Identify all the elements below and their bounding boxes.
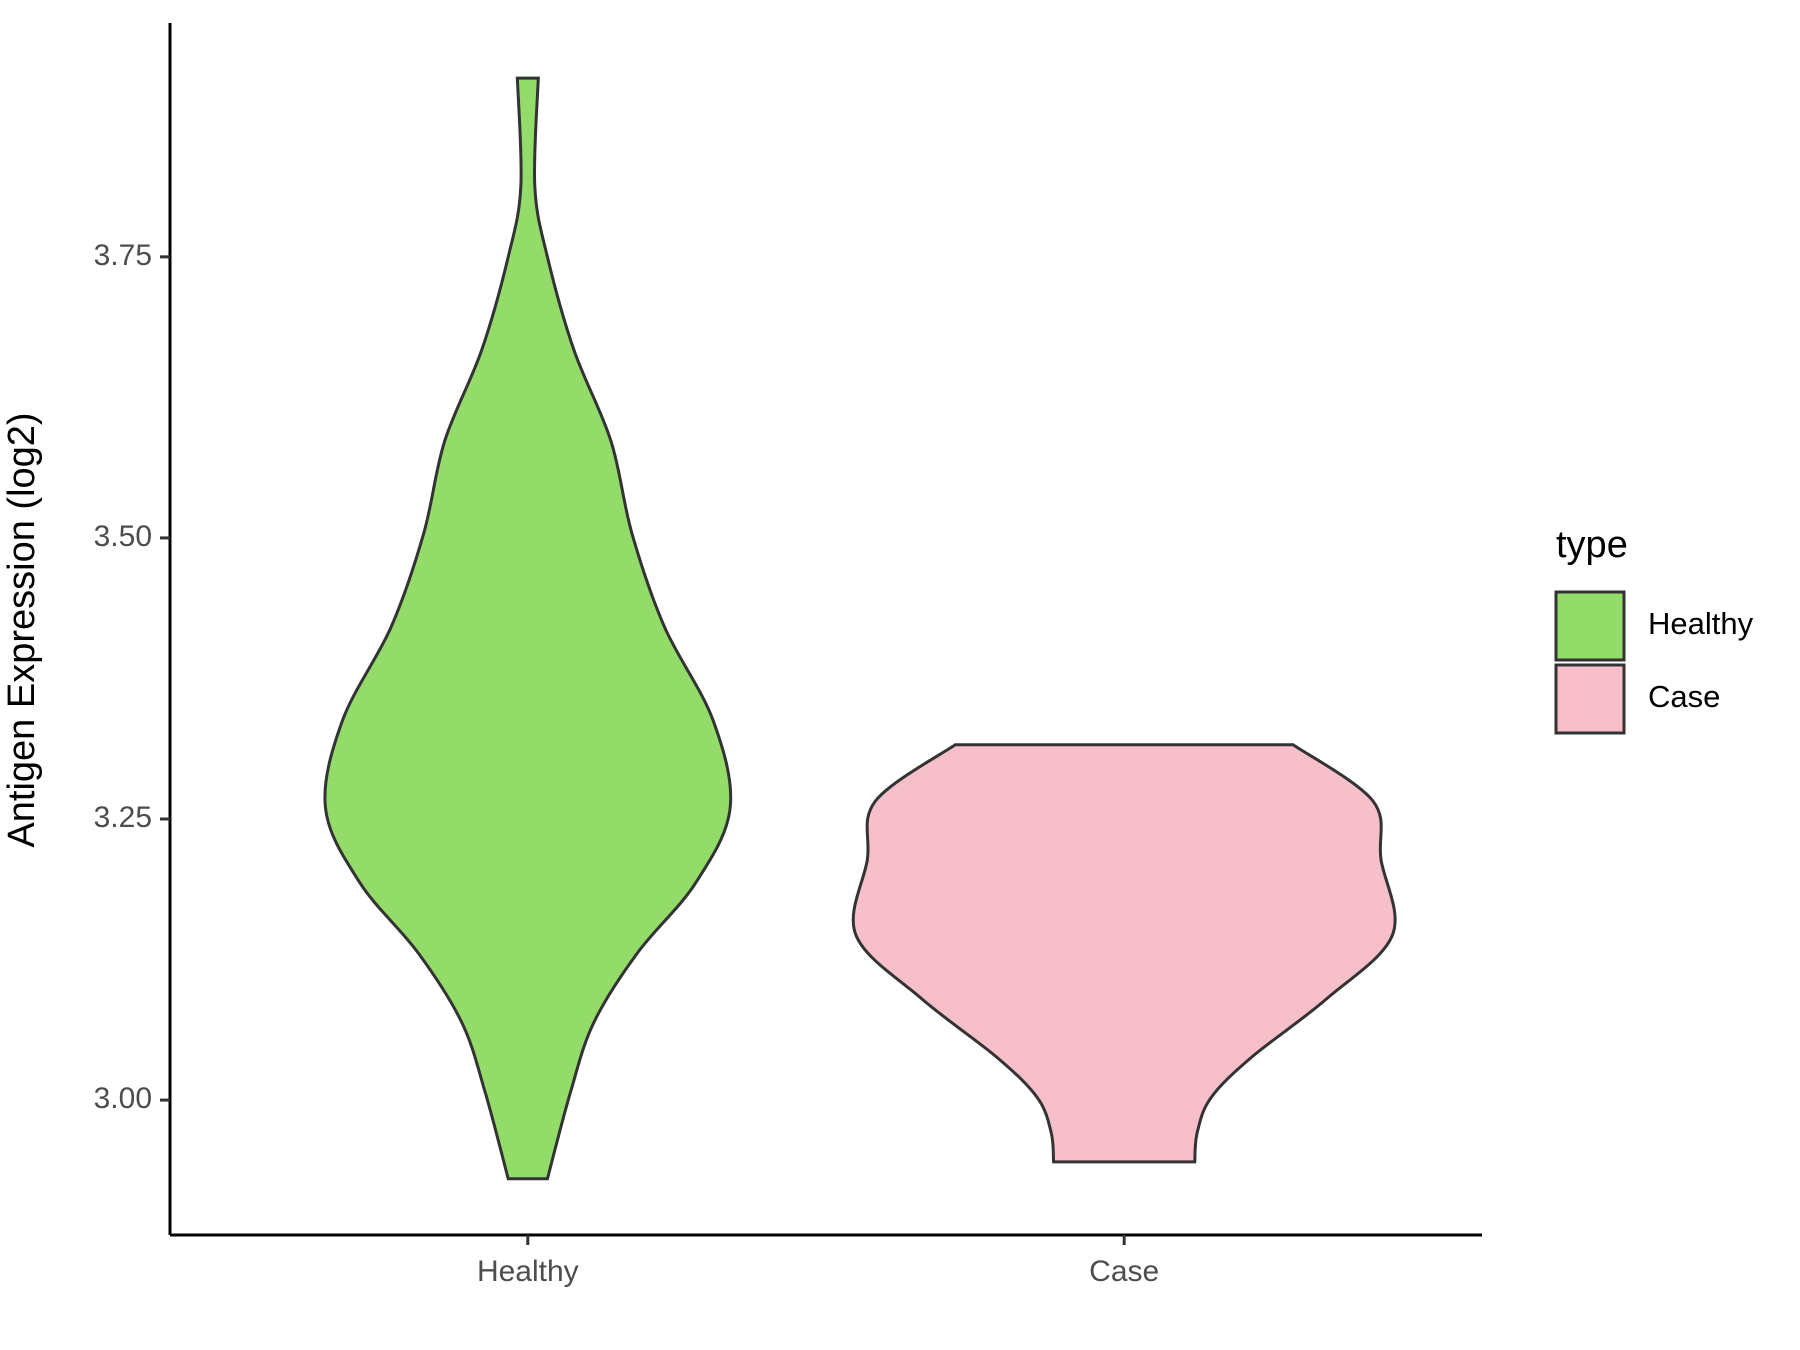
y-tick-label: 3.75 bbox=[94, 239, 152, 272]
x-tick-label: Case bbox=[1089, 1255, 1159, 1288]
legend-title: type bbox=[1556, 524, 1628, 566]
legend-key bbox=[1554, 590, 1626, 662]
legend-label: Case bbox=[1648, 679, 1720, 714]
legend-label: Healthy bbox=[1648, 606, 1754, 641]
y-tick-label: 3.25 bbox=[94, 801, 152, 834]
y-tick-label: 3.50 bbox=[94, 520, 152, 553]
x-tick-label: Healthy bbox=[477, 1255, 579, 1288]
legend-key bbox=[1554, 663, 1626, 735]
y-axis-title: Antigen Expression (log2) bbox=[1, 412, 43, 847]
violin bbox=[323, 76, 733, 1181]
violin bbox=[851, 743, 1397, 1164]
y-tick-label: 3.00 bbox=[94, 1082, 152, 1115]
